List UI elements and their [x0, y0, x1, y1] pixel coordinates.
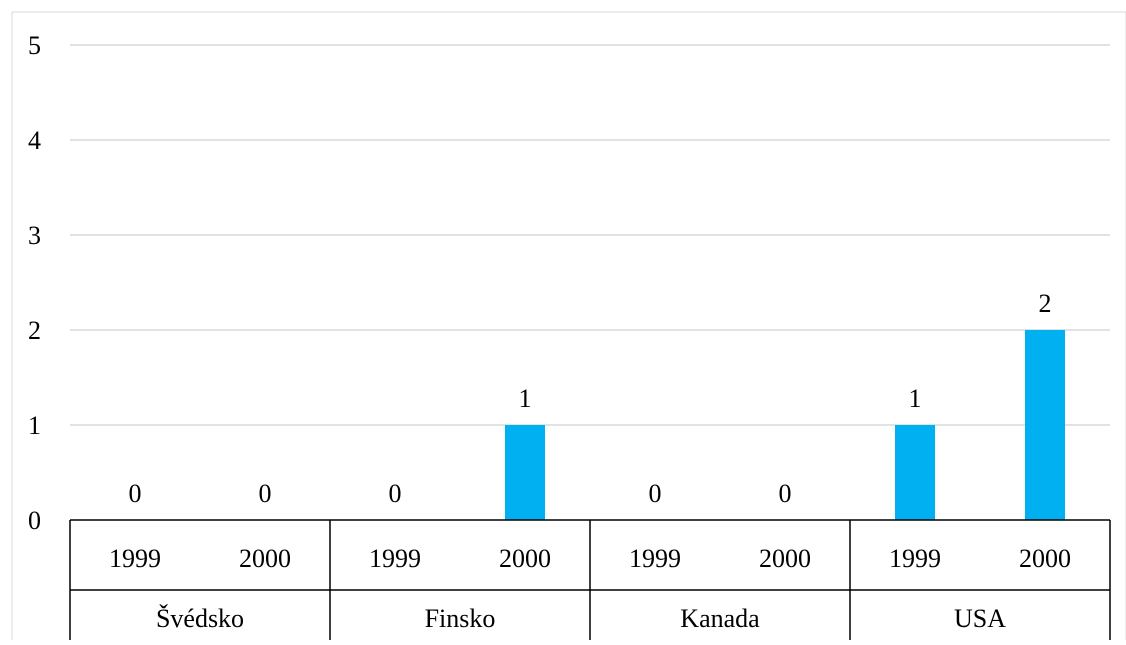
- x-year-label: 1999: [109, 544, 161, 573]
- data-label: 0: [649, 479, 662, 508]
- data-label: 1: [519, 384, 532, 413]
- data-label: 1: [909, 384, 922, 413]
- bars: [505, 330, 1065, 520]
- data-label: 0: [389, 479, 402, 508]
- x-year-label: 2000: [1019, 544, 1071, 573]
- x-year-label: 1999: [889, 544, 941, 573]
- x-group-label: USA: [954, 604, 1006, 633]
- x-year-label: 2000: [759, 544, 811, 573]
- data-labels: 0 0 0 1 0 0 1 2: [129, 289, 1052, 508]
- gridlines: [70, 44, 1110, 426]
- x-year-label: 1999: [369, 544, 421, 573]
- bar-finsko-2000: [505, 425, 545, 520]
- data-label: 2: [1039, 289, 1052, 318]
- x-group-label: Finsko: [425, 604, 496, 633]
- y-tick-label: 0: [28, 506, 41, 535]
- y-tick-label: 3: [28, 221, 41, 250]
- y-tick-label: 4: [28, 126, 41, 155]
- y-tick-label: 1: [28, 411, 41, 440]
- y-tick-label: 2: [28, 316, 41, 345]
- chart-frame: [11, 11, 1126, 645]
- x-axis: 1999 2000 1999 2000 1999 2000 1999 2000 Švédsko F…: [69, 519, 1111, 640]
- data-label: 0: [129, 479, 142, 508]
- x-group-label: Švédsko: [156, 604, 244, 633]
- bar-usa-1999: [895, 425, 935, 520]
- x-year-label: 2000: [499, 544, 551, 573]
- data-label: 0: [779, 479, 792, 508]
- x-year-label: 1999: [629, 544, 681, 573]
- y-axis-ticks: 0 1 2 3 4 5: [28, 31, 41, 535]
- x-group-label: Kanada: [680, 604, 760, 633]
- y-tick-label: 5: [28, 31, 41, 60]
- bar-usa-2000: [1025, 330, 1065, 520]
- x-year-label: 2000: [239, 544, 291, 573]
- data-label: 0: [259, 479, 272, 508]
